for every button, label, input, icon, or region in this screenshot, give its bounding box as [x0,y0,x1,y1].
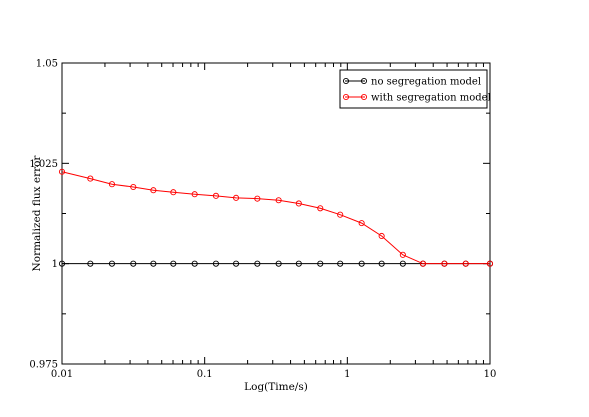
series-1-point [337,260,344,267]
legend-swatch-marker [360,77,368,85]
series-2-point [233,194,240,201]
series-1-point [358,260,365,267]
series-1-point [58,260,66,267]
series-1-point [295,260,302,267]
series-1-point [254,260,261,267]
y-tick-label: 0.975 [29,360,58,371]
series-1-point [87,260,94,267]
series-line-2 [61,171,490,265]
series-1-point [378,260,385,267]
legend-swatch-marker [360,93,368,101]
series-2-point [170,189,177,196]
series-lines [61,171,490,265]
y-axis-label: Normalized flux error [31,155,43,272]
axis-ticks: 0.01 0.1 1 10 0.975 1 1.025 1.05 [29,59,496,381]
series-2-point [150,187,157,194]
x-tick-label: 0.01 [51,369,73,380]
series-2-point [108,181,116,188]
series-1-point [130,260,137,267]
series-2-point [58,168,66,175]
plot-area [61,62,491,365]
series-2-point [295,200,302,207]
series-2-point [191,191,198,198]
x-tick-label: 10 [484,369,497,380]
series-1-point [170,260,177,267]
series-2-point [275,197,282,204]
series-1-point [317,260,324,267]
x-tick-label: 1 [344,369,350,380]
series-1-point [191,260,198,267]
series-2-point [486,260,494,267]
series-2-point [358,220,365,227]
series-2-point [212,192,220,199]
series-2-point [87,175,94,182]
series-1-point [150,260,157,267]
x-tick-label: 0.1 [197,369,213,380]
series-2-point [462,260,469,267]
series-1-point [233,260,240,267]
series-1-point [212,260,220,267]
series-markers [58,168,494,267]
series-2-point [317,205,324,212]
series-2-point [337,211,344,218]
legend-swatch-marker [342,77,350,85]
series-2-point [399,251,406,258]
series-2-point [254,195,261,202]
series-1-point [108,260,116,267]
legend: no segregation model with segregation mod… [339,69,491,109]
legend-label: no segregation model [371,77,481,88]
series-2-point [378,232,385,240]
legend-label: with segregation model [371,93,491,104]
series-2-point [419,260,427,267]
x-axis-label: Log(Time/s) [244,381,308,393]
y-tick-label: 1.025 [29,159,58,170]
y-tick-label: 1 [52,259,58,270]
series-2-point [130,183,137,191]
y-tick-label: 1.05 [36,59,58,70]
series-1-point [275,260,282,267]
legend-box [339,69,488,109]
series-1-point [399,260,406,267]
series-2-point [441,260,448,267]
legend-swatch-marker [342,93,350,101]
